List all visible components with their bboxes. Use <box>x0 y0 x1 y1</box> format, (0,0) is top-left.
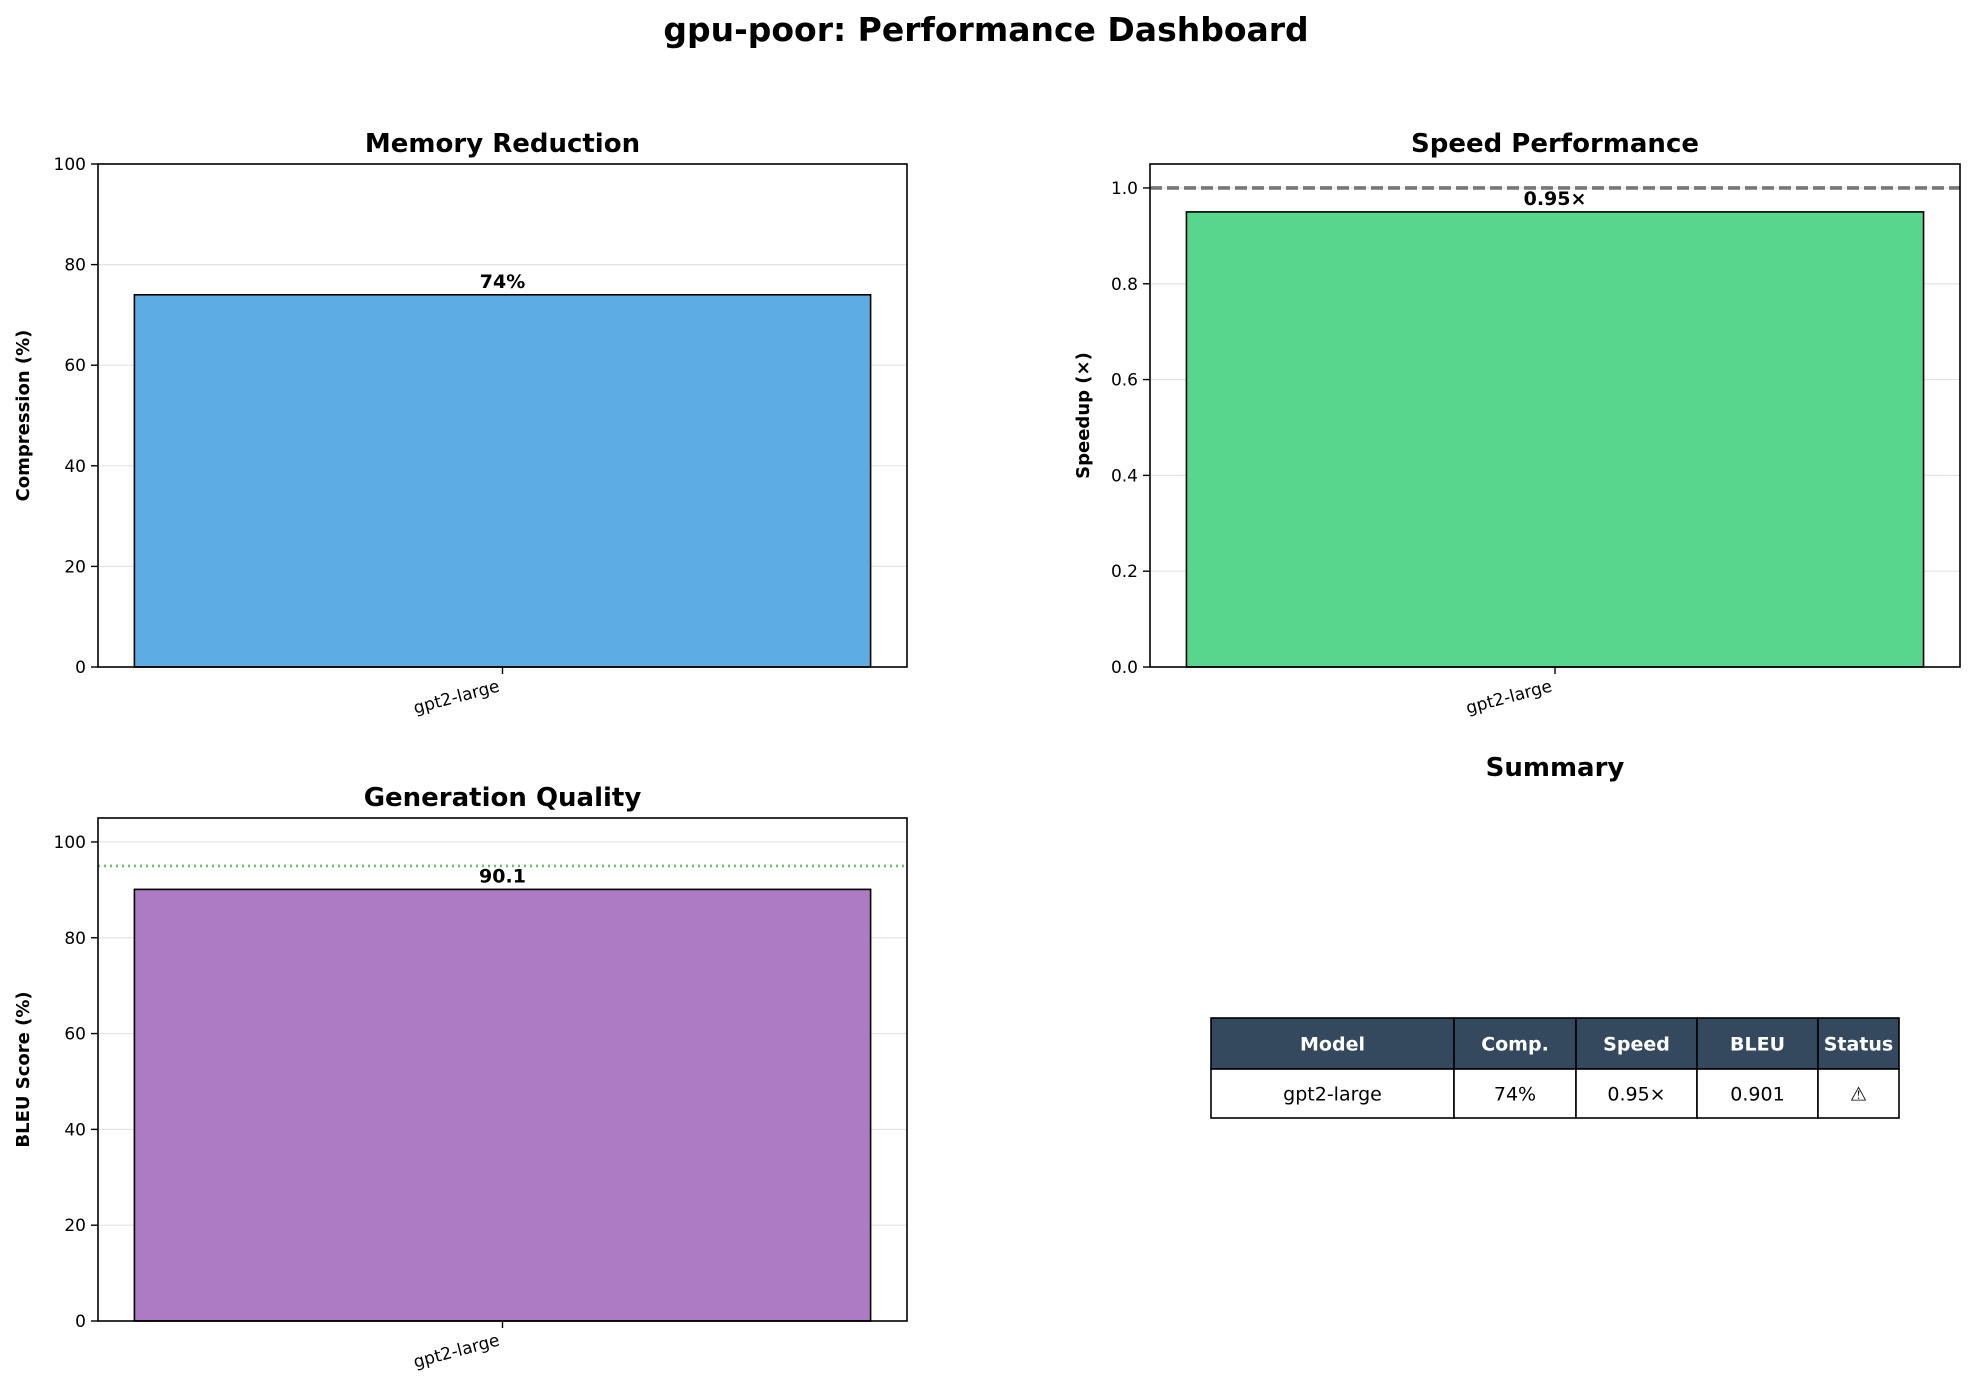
summary-table: Summary Model Comp. Speed BLEU Status gpt2-lar… <box>1210 753 1900 1119</box>
memory-reduction-y-tick-label: 40 <box>64 457 86 477</box>
memory-reduction-title: Memory Reduction <box>365 129 640 159</box>
chart-speed-performance: 0.95× gpt2-large 0.0 0.2 0.4 0.6 0.8 1.0 Speed P… <box>1073 129 1961 719</box>
table-header-cell <box>1210 1017 1455 1070</box>
memory-reduction-bar-value-label: 74% <box>480 271 525 293</box>
generation-quality-bar <box>133 888 872 1322</box>
speed-performance-bar-value-label: 0.95× <box>1524 188 1587 210</box>
generation-quality-axes-frame <box>97 817 908 1322</box>
table-cell <box>1210 1068 1455 1119</box>
table-cell <box>1575 1068 1698 1119</box>
memory-reduction-y-tick-label: 20 <box>64 557 86 577</box>
generation-quality-y-tick-label: 80 <box>64 929 86 949</box>
table-header-bleu: BLEU <box>1730 1034 1785 1056</box>
memory-reduction-y-tick-label: 80 <box>64 256 86 276</box>
table-header-model: Model <box>1300 1034 1365 1056</box>
generation-quality-y-axis-label: BLEU Score (%) <box>13 991 34 1147</box>
table-cell-value: 0.95× <box>1607 1084 1665 1106</box>
generation-quality-y-tick-label: 20 <box>64 1216 86 1236</box>
table-cell <box>1696 1068 1819 1119</box>
memory-reduction-bar <box>133 293 872 668</box>
generation-quality-title: Generation Quality <box>364 783 642 813</box>
dashboard-title: gpu-poor: Performance Dashboard <box>663 10 1308 49</box>
summary-title: Summary <box>1486 753 1625 783</box>
table-header-cell <box>1453 1017 1577 1070</box>
table-cell-value: gpt2-large <box>1283 1084 1382 1106</box>
speed-performance-y-tick-label: 0.8 <box>1111 275 1138 295</box>
table-header-comp: Comp. <box>1481 1034 1549 1056</box>
speed-performance-y-tick-label: 0.2 <box>1111 562 1138 582</box>
table-cell <box>1817 1068 1900 1119</box>
generation-quality-bar-value-label: 90.1 <box>479 865 526 887</box>
memory-reduction-y-tick-label: 0 <box>75 658 86 678</box>
table-header-cell <box>1696 1017 1819 1070</box>
speed-performance-y-tick-label: 0.0 <box>1111 658 1138 678</box>
table-header-cell <box>1817 1017 1900 1070</box>
table-header-speed: Speed <box>1603 1034 1670 1056</box>
memory-reduction-y-tick-label: 100 <box>54 155 86 175</box>
speed-performance-bar <box>1185 211 1925 668</box>
table-cell-value: 0.901 <box>1730 1084 1784 1106</box>
table-header-status: Status <box>1824 1034 1894 1056</box>
speed-performance-x-tick-label: gpt2-large <box>1464 677 1554 719</box>
generation-quality-y-tick-label: 60 <box>64 1025 86 1045</box>
speed-performance-y-tick-label: 0.4 <box>1111 466 1138 486</box>
speed-performance-axes-frame <box>1149 163 1961 668</box>
speed-performance-title: Speed Performance <box>1411 129 1699 159</box>
speed-performance-y-tick-label: 0.6 <box>1111 371 1138 391</box>
chart-generation-quality: 90.1 gpt2-large 0 20 40 60 80 100 Generation Qua… <box>13 783 908 1373</box>
chart-memory-reduction: 74% gpt2-large 0 20 40 60 80 100 Memory Reductio… <box>13 129 908 719</box>
warning-icon: ⚠ <box>1850 1084 1867 1106</box>
memory-reduction-axes-frame <box>97 163 908 668</box>
speed-performance-y-axis-label: Speedup (×) <box>1073 352 1094 479</box>
memory-reduction-x-tick-label: gpt2-large <box>411 677 501 719</box>
table-cell-value: 74% <box>1494 1084 1536 1106</box>
generation-quality-y-tick-label: 0 <box>75 1312 86 1332</box>
speed-performance-y-tick-label: 1.0 <box>1111 179 1138 199</box>
generation-quality-x-tick-label: gpt2-large <box>411 1331 501 1373</box>
memory-reduction-y-tick-label: 60 <box>64 356 86 376</box>
generation-quality-y-tick-label: 40 <box>64 1120 86 1140</box>
generation-quality-y-tick-label: 100 <box>54 833 86 853</box>
memory-reduction-y-axis-label: Compression (%) <box>13 330 34 502</box>
